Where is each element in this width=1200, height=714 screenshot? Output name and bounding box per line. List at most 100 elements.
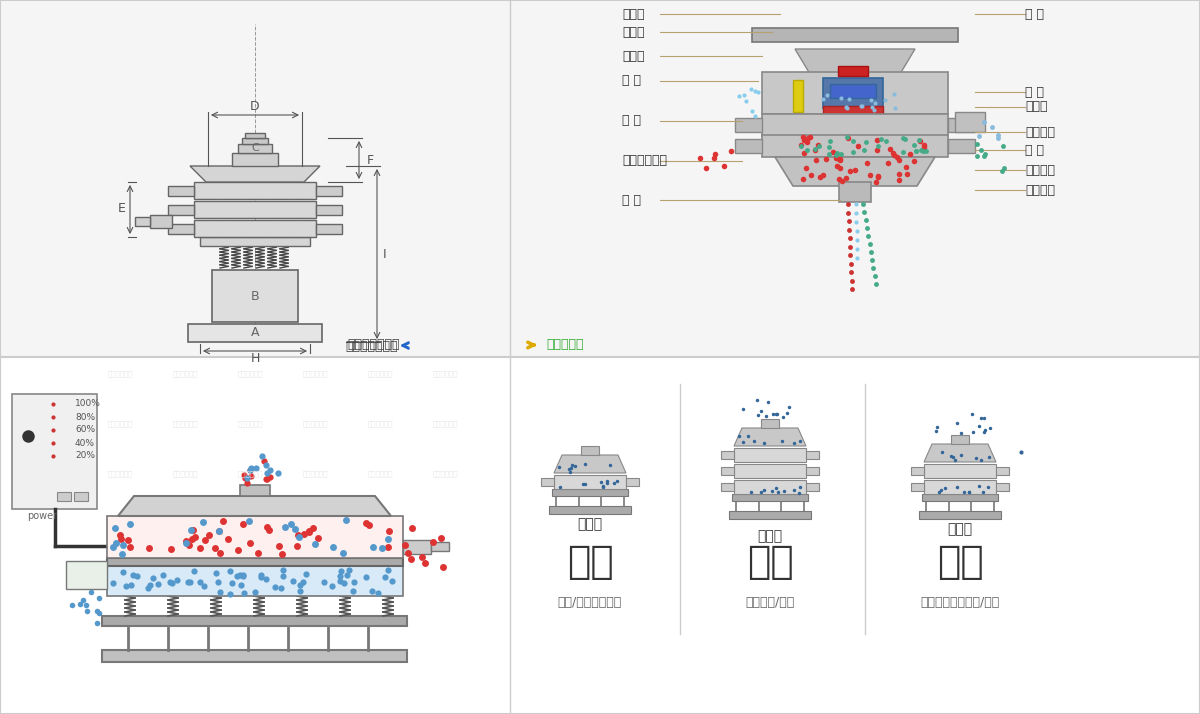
Bar — [721, 451, 734, 459]
Bar — [0, 0, 1200, 357]
Text: 超聲波振動篩: 超聲波振動篩 — [432, 371, 457, 377]
Bar — [830, 84, 876, 98]
Bar — [194, 201, 316, 218]
Text: 筛 盘: 筛 盘 — [1025, 144, 1044, 156]
Polygon shape — [554, 455, 626, 473]
Bar — [0, 357, 1200, 714]
Text: 防尘盖: 防尘盖 — [622, 26, 644, 39]
Text: C: C — [251, 143, 259, 153]
Text: 结构示意图: 结构示意图 — [546, 338, 583, 351]
Text: H: H — [251, 351, 259, 365]
Text: 加重块: 加重块 — [1025, 101, 1048, 114]
Bar — [948, 139, 974, 153]
Bar — [316, 205, 342, 215]
Bar — [762, 72, 948, 114]
Text: F: F — [366, 154, 373, 166]
Bar — [922, 494, 998, 501]
Bar — [762, 135, 948, 157]
Text: 60%: 60% — [74, 426, 95, 435]
Bar — [732, 494, 808, 501]
Text: 过滤: 过滤 — [746, 543, 793, 581]
Bar — [554, 475, 626, 489]
Bar — [200, 237, 310, 246]
Text: 弹 簧: 弹 簧 — [622, 114, 641, 128]
Bar — [626, 478, 640, 486]
Bar — [721, 483, 734, 491]
Bar — [168, 224, 194, 234]
Bar — [550, 506, 631, 514]
Text: 超聲波振動篩: 超聲波振動篩 — [367, 371, 392, 377]
Bar — [58, 492, 71, 501]
Bar — [107, 566, 403, 596]
Text: 超聲波振動篩: 超聲波振動篩 — [432, 421, 457, 427]
Bar — [752, 28, 958, 42]
Bar — [194, 220, 316, 237]
Bar — [431, 542, 449, 551]
Bar — [730, 511, 811, 519]
Text: 单层式: 单层式 — [577, 517, 602, 531]
Bar — [762, 114, 948, 136]
Bar — [188, 324, 322, 342]
Bar — [168, 186, 194, 196]
Text: 去除异物/结块: 去除异物/结块 — [745, 595, 794, 608]
Bar — [134, 217, 150, 226]
Bar — [102, 650, 407, 662]
Text: 筛 网: 筛 网 — [1025, 8, 1044, 21]
Text: 超聲波振動篩: 超聲波振動篩 — [367, 471, 392, 477]
Bar — [212, 270, 298, 322]
Bar — [107, 558, 403, 566]
Text: 超聲波振動篩: 超聲波振動篩 — [107, 421, 133, 427]
Bar — [734, 448, 806, 462]
Bar — [74, 492, 88, 501]
Bar — [238, 144, 272, 153]
Text: 超聲波振動篩: 超聲波振動篩 — [432, 471, 457, 477]
Bar — [581, 446, 599, 455]
Text: 80%: 80% — [74, 413, 95, 421]
Text: 100%: 100% — [74, 400, 101, 408]
Text: 超聲波振動篩: 超聲波振動篩 — [107, 371, 133, 377]
Text: 下部重锤: 下部重锤 — [1025, 183, 1055, 196]
Text: 超聲波振動篩: 超聲波振動篩 — [302, 471, 328, 477]
Bar — [838, 66, 868, 76]
Bar — [107, 516, 403, 558]
Text: 束 环: 束 环 — [622, 74, 641, 88]
Bar — [806, 483, 818, 491]
Text: 网 架: 网 架 — [1025, 86, 1044, 99]
Bar — [996, 467, 1009, 475]
Bar — [806, 467, 818, 475]
Bar — [240, 485, 270, 496]
Bar — [245, 133, 265, 138]
Text: 颗粒/粉末准确分级: 颗粒/粉末准确分级 — [558, 595, 622, 608]
Bar — [232, 153, 278, 166]
Bar — [102, 616, 407, 626]
Bar — [66, 561, 107, 589]
Bar — [12, 394, 97, 509]
Bar — [823, 78, 883, 108]
Bar — [924, 464, 996, 478]
Bar — [316, 186, 342, 196]
Polygon shape — [190, 166, 320, 182]
Bar — [403, 540, 431, 554]
Text: 进料口: 进料口 — [622, 8, 644, 21]
Bar — [806, 451, 818, 459]
Text: 运输固定螺栓: 运输固定螺栓 — [622, 154, 667, 168]
Bar — [793, 80, 803, 112]
Text: 20%: 20% — [74, 451, 95, 461]
Bar — [734, 118, 762, 132]
Text: 超聲波振動篩: 超聲波振動篩 — [173, 471, 198, 477]
Text: power: power — [26, 511, 58, 521]
Text: 40%: 40% — [74, 438, 95, 448]
Text: B: B — [251, 289, 259, 303]
Bar — [924, 480, 996, 494]
Polygon shape — [924, 444, 996, 462]
Text: 外形尺寸示意图: 外形尺寸示意图 — [346, 339, 398, 353]
Bar — [911, 483, 924, 491]
Bar — [721, 467, 734, 475]
Bar — [734, 464, 806, 478]
Text: 超聲波振動篩: 超聲波振動篩 — [238, 471, 263, 477]
Text: 超聲波振動篩: 超聲波振動篩 — [367, 421, 392, 427]
Text: 去除液体中的颗粒/异物: 去除液体中的颗粒/异物 — [920, 595, 1000, 608]
Text: 超聲波振動篩: 超聲波振動篩 — [107, 471, 133, 477]
Polygon shape — [734, 428, 806, 446]
Bar — [839, 182, 871, 202]
